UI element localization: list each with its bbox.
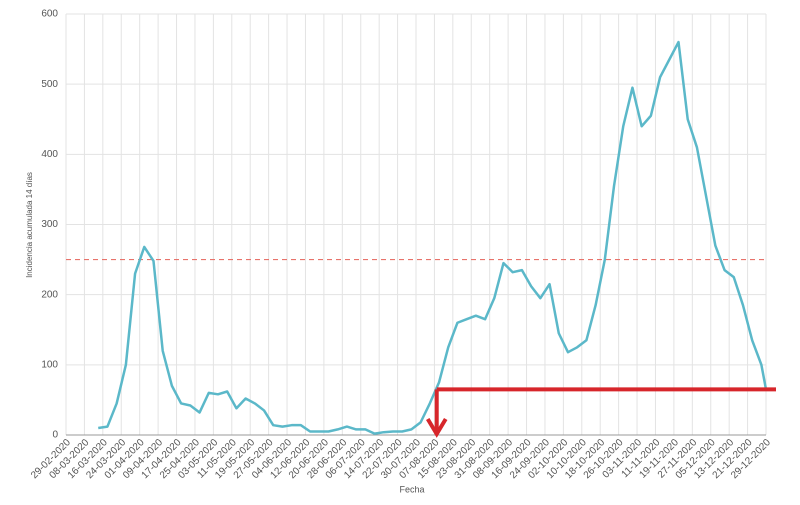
y-tick-label: 0 [52, 430, 58, 441]
data-line [98, 40, 768, 435]
highlight-arrow-head [426, 417, 448, 438]
y-tick-label: 100 [41, 359, 58, 370]
y-tick-label: 200 [41, 289, 58, 300]
y-tick-label: 600 [41, 9, 58, 20]
x-axis-label: Fecha [399, 484, 424, 494]
y-tick-label: 500 [41, 79, 58, 90]
y-tick-label: 400 [41, 149, 58, 160]
y-tick-label: 300 [41, 219, 58, 230]
y-axis-label: Incidencia acumulada 14 días [25, 172, 34, 278]
